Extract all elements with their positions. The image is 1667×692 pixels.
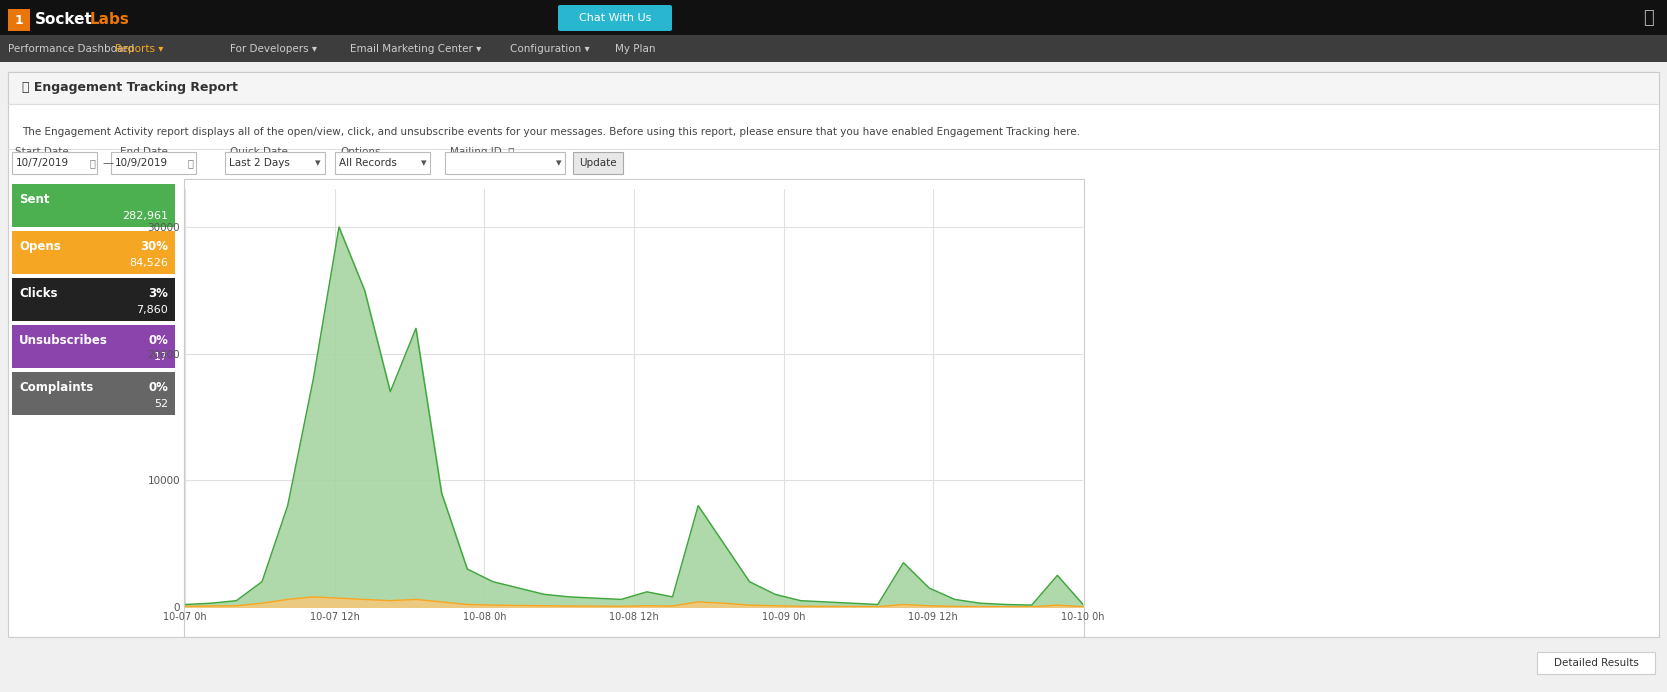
Text: Options: Options — [340, 147, 380, 157]
Text: Mailing ID  ⓘ: Mailing ID ⓘ — [450, 147, 515, 157]
Text: For Developers ▾: For Developers ▾ — [230, 44, 317, 54]
Text: Start Date: Start Date — [15, 147, 68, 157]
Text: The Engagement Activity report displays all of the open/view, click, and unsubsc: The Engagement Activity report displays … — [22, 127, 1080, 137]
Bar — [12, 325, 175, 368]
Text: Quick Date: Quick Date — [230, 147, 288, 157]
Text: End Date: End Date — [120, 147, 168, 157]
Bar — [112, 152, 197, 174]
Text: All Records: All Records — [338, 158, 397, 168]
Text: Clicks: Clicks — [18, 286, 57, 300]
Text: 📅: 📅 — [188, 158, 193, 168]
Text: 10/9/2019: 10/9/2019 — [115, 158, 168, 168]
Text: Last 2 Days: Last 2 Days — [228, 158, 290, 168]
Text: Reports ▾: Reports ▾ — [115, 44, 163, 54]
Text: —: — — [102, 158, 113, 168]
Text: Detailed Results: Detailed Results — [1554, 658, 1639, 668]
Text: 10/7/2019: 10/7/2019 — [17, 158, 68, 168]
Bar — [573, 152, 623, 174]
Text: ▾: ▾ — [557, 158, 562, 168]
Text: Chat With Us: Chat With Us — [578, 13, 652, 23]
Bar — [183, 179, 1084, 637]
Bar — [225, 152, 325, 174]
Text: Socket: Socket — [35, 12, 93, 28]
FancyBboxPatch shape — [558, 5, 672, 31]
Text: Labs: Labs — [90, 12, 130, 28]
Bar — [0, 0, 1667, 35]
Text: 1: 1 — [15, 14, 23, 26]
Text: 282,961: 282,961 — [122, 211, 168, 221]
Text: Complaints: Complaints — [18, 381, 93, 394]
Bar — [12, 184, 175, 227]
Text: 7,860: 7,860 — [137, 305, 168, 316]
Text: 📅: 📅 — [90, 158, 97, 168]
Text: 84,526: 84,526 — [128, 258, 168, 268]
Text: 30%: 30% — [140, 239, 168, 253]
Bar — [0, 35, 1667, 62]
Text: Unsubscribes: Unsubscribes — [18, 334, 108, 347]
Text: Update: Update — [578, 158, 617, 168]
Text: ▾: ▾ — [422, 158, 427, 168]
Text: 17: 17 — [153, 352, 168, 362]
Text: Configuration ▾: Configuration ▾ — [510, 44, 590, 54]
Bar — [8, 149, 1659, 150]
Text: My Plan: My Plan — [615, 44, 655, 54]
Bar — [1537, 652, 1655, 674]
Bar — [12, 152, 97, 174]
Bar — [8, 104, 1659, 105]
Text: 3%: 3% — [148, 286, 168, 300]
Text: 📊 Engagement Tracking Report: 📊 Engagement Tracking Report — [22, 82, 238, 95]
Text: 0%: 0% — [148, 334, 168, 347]
Text: 52: 52 — [153, 399, 168, 409]
Bar — [12, 278, 175, 321]
Text: 🔔: 🔔 — [1644, 9, 1654, 27]
Bar — [8, 72, 1659, 637]
Text: Email Marketing Center ▾: Email Marketing Center ▾ — [350, 44, 482, 54]
Bar — [445, 152, 565, 174]
Text: Performance Dashboard: Performance Dashboard — [8, 44, 135, 54]
Text: Opens: Opens — [18, 239, 60, 253]
Bar — [12, 231, 175, 274]
Text: Sent: Sent — [18, 192, 50, 206]
Bar — [8, 9, 30, 31]
Bar — [12, 372, 175, 415]
Text: 0%: 0% — [148, 381, 168, 394]
Text: ▾: ▾ — [315, 158, 320, 168]
Bar — [8, 72, 1659, 104]
Bar — [335, 152, 430, 174]
